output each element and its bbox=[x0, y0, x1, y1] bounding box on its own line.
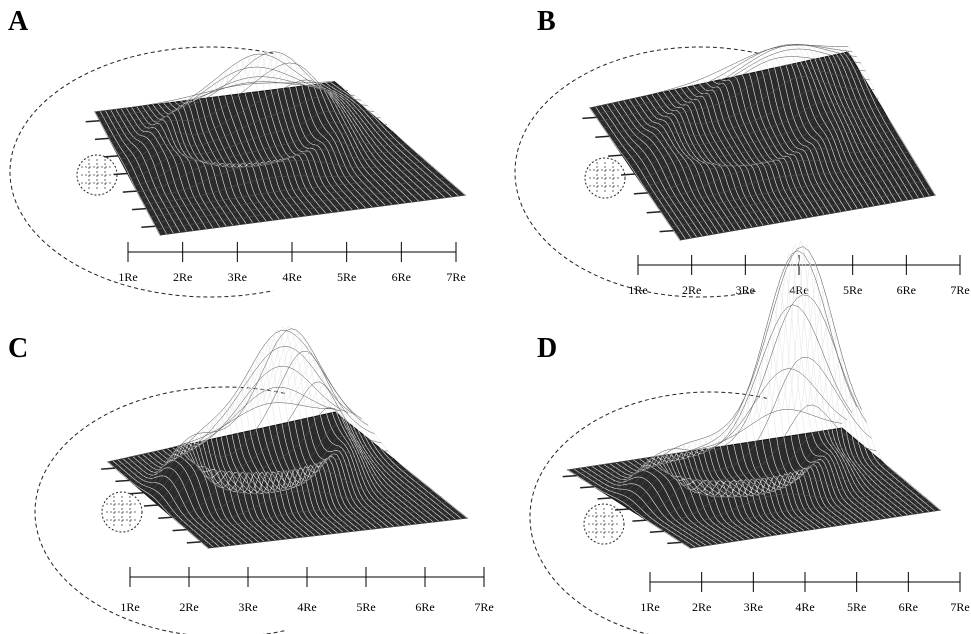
axis-tick-label: 6Re bbox=[898, 600, 918, 614]
surface-mesh bbox=[107, 326, 468, 549]
magnetosphere-outline bbox=[514, 46, 759, 298]
axis-tick-label: 6Re bbox=[896, 283, 916, 297]
panel-label: D bbox=[537, 333, 558, 364]
axis-tick-label: 1Re bbox=[118, 270, 138, 284]
surface-plot bbox=[529, 240, 961, 634]
axis-tick-label: 7Re bbox=[474, 600, 494, 614]
panel-label: B bbox=[537, 6, 556, 37]
axis-tick-label: 1Re bbox=[120, 600, 140, 614]
axis-tick-label: 3Re bbox=[238, 600, 258, 614]
magnetosphere-outline bbox=[34, 386, 286, 634]
axis-tick-label: 6Re bbox=[415, 600, 435, 614]
magnetosphere-outline bbox=[9, 46, 274, 298]
axis-tick-label: 1Re bbox=[640, 600, 660, 614]
axis-tick-label: 7Re bbox=[950, 283, 970, 297]
surface-plot bbox=[9, 46, 467, 298]
axis-tick-label: 4Re bbox=[297, 600, 317, 614]
axis-tick-label: 4Re bbox=[795, 600, 815, 614]
panel-d: D 1Re 2Re 3Re 4Re 5Re 6Re 7Re bbox=[485, 240, 970, 634]
panel-c: C 1Re 2Re 3Re 4Re 5Re 6Re 7Re bbox=[0, 317, 494, 634]
panel-a: A 1Re 2Re 3Re 4Re 5Re 6Re 7Re bbox=[0, 0, 485, 317]
axis-tick-label: 5Re bbox=[336, 270, 357, 284]
axis-tick-label: 5Re bbox=[356, 600, 376, 614]
axis-tick-label: 6Re bbox=[391, 270, 411, 284]
axis-tick-label: 1Re bbox=[628, 283, 648, 297]
axis-tick-label: 7Re bbox=[950, 600, 970, 614]
axis-tick-label: 4Re bbox=[789, 283, 809, 297]
panel-label: A bbox=[8, 6, 29, 37]
surface-mesh bbox=[589, 43, 936, 241]
surface-mesh bbox=[567, 240, 941, 549]
surface-mesh bbox=[94, 50, 466, 236]
axis-tick-label: 2Re bbox=[691, 600, 712, 614]
surface-base bbox=[94, 81, 467, 236]
axis-tick-label: 2Re bbox=[179, 600, 199, 614]
panel-label: C bbox=[8, 333, 29, 364]
axis-tick-label: 5Re bbox=[842, 283, 863, 297]
surface-base bbox=[589, 51, 936, 241]
magnetosphere-outline bbox=[529, 391, 767, 634]
panel-b: B 1Re 2Re 3Re 4Re 5Re 6Re 7Re bbox=[485, 0, 970, 317]
axis-tick-label: 3Re bbox=[743, 600, 763, 614]
axis-tick-label: 3Re bbox=[227, 270, 247, 284]
axis-tick-label: 4Re bbox=[282, 270, 302, 284]
surface-plot bbox=[514, 43, 961, 298]
axis-tick-label: 3Re bbox=[735, 283, 755, 297]
axis-tick-label: 7Re bbox=[446, 270, 466, 284]
surface-plot bbox=[34, 326, 485, 634]
axis-tick-label: 5Re bbox=[846, 600, 867, 614]
axis-tick-label: 2Re bbox=[172, 270, 193, 284]
axis-tick-label: 2Re bbox=[681, 283, 702, 297]
